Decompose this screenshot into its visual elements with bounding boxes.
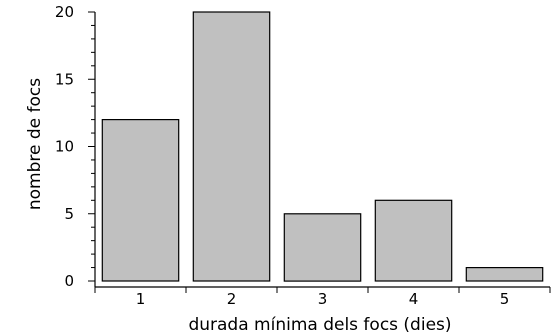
bar-4 [374, 199, 453, 282]
x-tick-label: 5 [500, 290, 510, 308]
y-axis-title: nombre de focs [25, 78, 45, 210]
y-tick-label: 20 [55, 3, 74, 21]
bar-5 [465, 267, 544, 282]
x-tick-label: 2 [227, 290, 237, 308]
x-tick-label: 1 [136, 290, 146, 308]
x-axis-title: durada mínima dels focs (dies) [188, 315, 451, 335]
y-tick-label: 5 [64, 205, 74, 223]
x-axis: 1 2 3 4 5 [94, 286, 551, 308]
bar-2 [192, 11, 271, 282]
y-axis: 0 5 10 15 20 [55, 3, 96, 290]
bars-group [101, 11, 544, 282]
x-tick-label: 4 [409, 290, 419, 308]
y-tick-label: 0 [64, 272, 74, 290]
y-tick-label: 10 [55, 138, 74, 156]
bar-1 [101, 118, 180, 282]
y-tick-label: 15 [55, 70, 74, 88]
bar-3 [283, 213, 362, 282]
x-tick-label: 3 [318, 290, 328, 308]
